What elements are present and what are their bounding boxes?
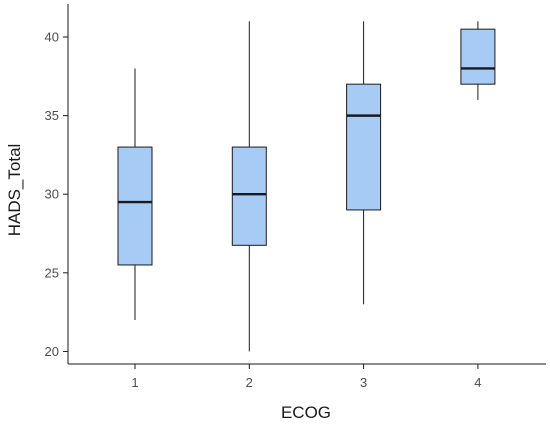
y-axis: 20 25 30 35 40 — [45, 4, 69, 364]
iqr-box — [346, 83, 382, 211]
x-tick-label: 3 — [360, 375, 367, 390]
x-tick-label: 4 — [474, 375, 481, 390]
y-tick-label: 20 — [45, 344, 59, 359]
box-group-ecog-2 — [231, 21, 267, 352]
x-tick-label: 1 — [131, 375, 138, 390]
y-tick-label: 25 — [45, 265, 59, 280]
y-tick-label: 35 — [45, 108, 59, 123]
iqr-box — [460, 28, 496, 85]
box-group-ecog-1 — [117, 68, 153, 320]
iqr-box — [231, 146, 267, 246]
box-group-ecog-3 — [346, 21, 382, 305]
iqr-box — [117, 146, 153, 266]
x-tick-label: 2 — [246, 375, 253, 390]
y-tick-label: 40 — [45, 30, 59, 45]
y-axis-title: HADS_Total — [5, 144, 24, 237]
y-tick-label: 30 — [45, 187, 59, 202]
x-axis: 1 2 3 4 — [68, 363, 546, 390]
x-axis-title: ECOG — [281, 403, 331, 422]
box-group-ecog-4 — [460, 21, 496, 100]
boxes-group — [117, 21, 496, 352]
